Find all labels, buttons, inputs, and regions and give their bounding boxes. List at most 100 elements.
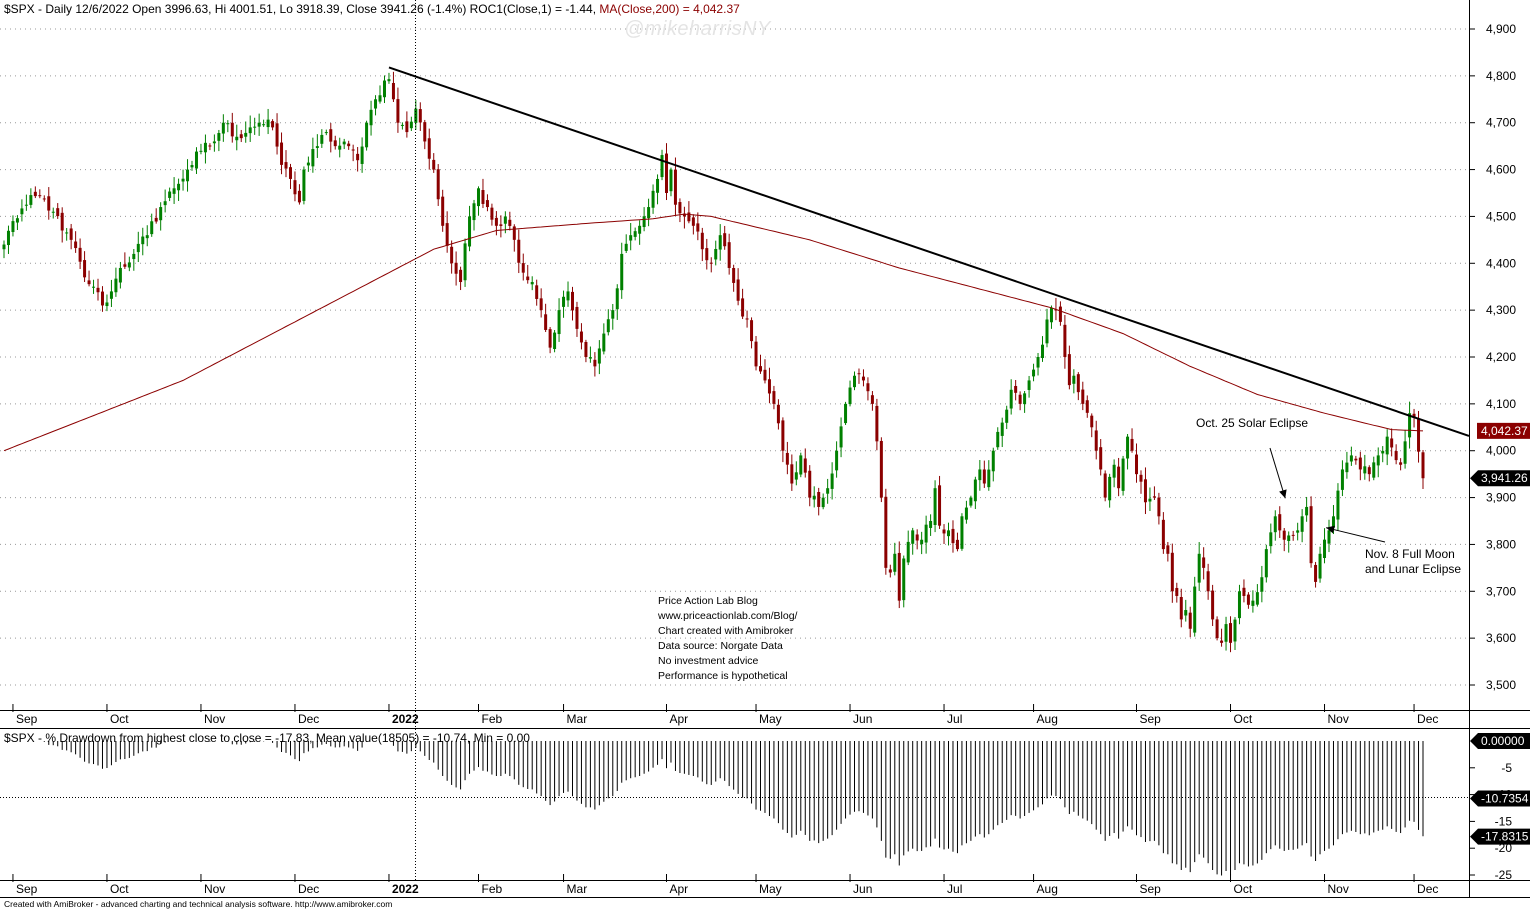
x-tick-label: Jul: [947, 882, 962, 896]
candle-body: [606, 319, 610, 333]
candle-body: [311, 149, 315, 167]
candle-body: [450, 246, 454, 264]
candle-body: [33, 191, 37, 197]
candle-body: [584, 341, 588, 357]
candle-body: [776, 404, 780, 424]
x-tick-label: Mar: [567, 882, 588, 896]
candle-body: [221, 122, 225, 134]
candle-body: [562, 296, 566, 307]
annotation-arrow-lunar-head: [1326, 525, 1335, 534]
chart-header: $SPX - Daily 12/6/2022 Open 3996.63, Hi …: [4, 2, 740, 16]
x-tick-label: Oct: [110, 882, 129, 896]
candle-body: [248, 127, 252, 134]
candle-body: [1161, 519, 1165, 550]
candle-body: [1399, 462, 1403, 465]
annotation-solar-eclipse: Oct. 25 Solar Eclipse: [1196, 416, 1309, 430]
candle-body: [374, 99, 378, 109]
candle-body: [964, 507, 968, 520]
candle-body: [566, 291, 570, 301]
candle-body: [888, 569, 892, 573]
candle-body: [808, 470, 812, 498]
candle-body: [29, 195, 33, 205]
candle-body: [1215, 619, 1219, 639]
candle-body: [570, 291, 574, 311]
candle-body: [168, 191, 172, 198]
candle-body: [1390, 438, 1394, 448]
candle-body: [20, 208, 24, 215]
candle-body: [1403, 441, 1407, 464]
x-tick-label: Dec: [298, 882, 319, 896]
candle-body: [669, 169, 673, 192]
candle-body: [333, 140, 337, 147]
candle-body: [56, 208, 60, 217]
candle-body: [127, 262, 131, 268]
candle-body: [1291, 534, 1295, 536]
candle-body: [557, 310, 561, 335]
candle-body: [1148, 498, 1152, 502]
note-line: Chart created with Amibroker: [658, 625, 794, 637]
candle-body: [445, 223, 449, 246]
candle-body: [530, 282, 534, 285]
candle-body: [253, 126, 257, 128]
x-tick-label: Apr: [669, 712, 688, 726]
candle-body: [306, 162, 310, 166]
candle-body: [1103, 473, 1107, 498]
candle-body: [539, 298, 543, 311]
annotation-arrow-solar-head: [1279, 489, 1287, 499]
candle-body: [817, 492, 821, 507]
x-tick-label: 2022: [392, 882, 419, 896]
candle-body: [369, 109, 373, 126]
candle-body: [544, 314, 548, 330]
candle-body: [382, 80, 386, 98]
candle-body: [579, 331, 583, 343]
x-tick-label: Nov: [1328, 882, 1349, 896]
candle-body: [338, 145, 342, 150]
candle-body: [597, 348, 601, 364]
candle-body: [638, 225, 642, 234]
candle-body: [1269, 532, 1273, 547]
candle-body: [172, 188, 176, 194]
candle-body: [799, 455, 803, 475]
candle-body: [835, 450, 839, 471]
candle-body: [1032, 369, 1036, 377]
candle-body: [978, 469, 982, 481]
candle-body: [1318, 553, 1322, 579]
dd-mean-label-bg: [1470, 790, 1530, 807]
candle-body: [920, 539, 924, 545]
candle-body: [208, 145, 212, 147]
candle-body: [351, 149, 355, 151]
candle-body: [633, 231, 637, 237]
candle-body: [1121, 458, 1125, 491]
candle-body: [897, 552, 901, 601]
candle-body: [83, 260, 87, 278]
notes-block: Price Action Lab Blog www.priceactionlab…: [658, 594, 797, 684]
candle-body: [996, 431, 1000, 448]
y-tick-label: 4,400: [1486, 256, 1516, 270]
candle-body: [1412, 413, 1416, 418]
candle-body: [1255, 592, 1259, 605]
annotation-lunar-line-1: Nov. 8 Full Moon: [1365, 547, 1455, 561]
candle-body: [436, 169, 440, 200]
candle-body: [347, 143, 351, 147]
x-tick-label: Sep: [16, 712, 38, 726]
candle-body: [942, 529, 946, 534]
candle-body: [266, 119, 270, 128]
y-tick-label: 4,700: [1486, 116, 1516, 130]
x-tick-label: Nov: [1328, 712, 1349, 726]
x-tick-label: 2022: [392, 712, 419, 726]
candle-body: [203, 142, 207, 153]
candle-body: [1211, 590, 1215, 620]
x-tick-label: May: [759, 882, 782, 896]
y-tick-label: -20: [1495, 841, 1513, 855]
candle-body: [1233, 619, 1237, 642]
candle-body: [1126, 436, 1130, 459]
candle-body: [951, 528, 955, 544]
candle-body: [1027, 380, 1031, 390]
candle-body: [673, 169, 677, 205]
y-tick-label: 4,100: [1486, 397, 1516, 411]
candle-body: [199, 150, 203, 152]
y-tick-label: 4,200: [1486, 350, 1516, 364]
candle-body: [503, 216, 507, 224]
y-tick-label: 4,000: [1486, 444, 1516, 458]
